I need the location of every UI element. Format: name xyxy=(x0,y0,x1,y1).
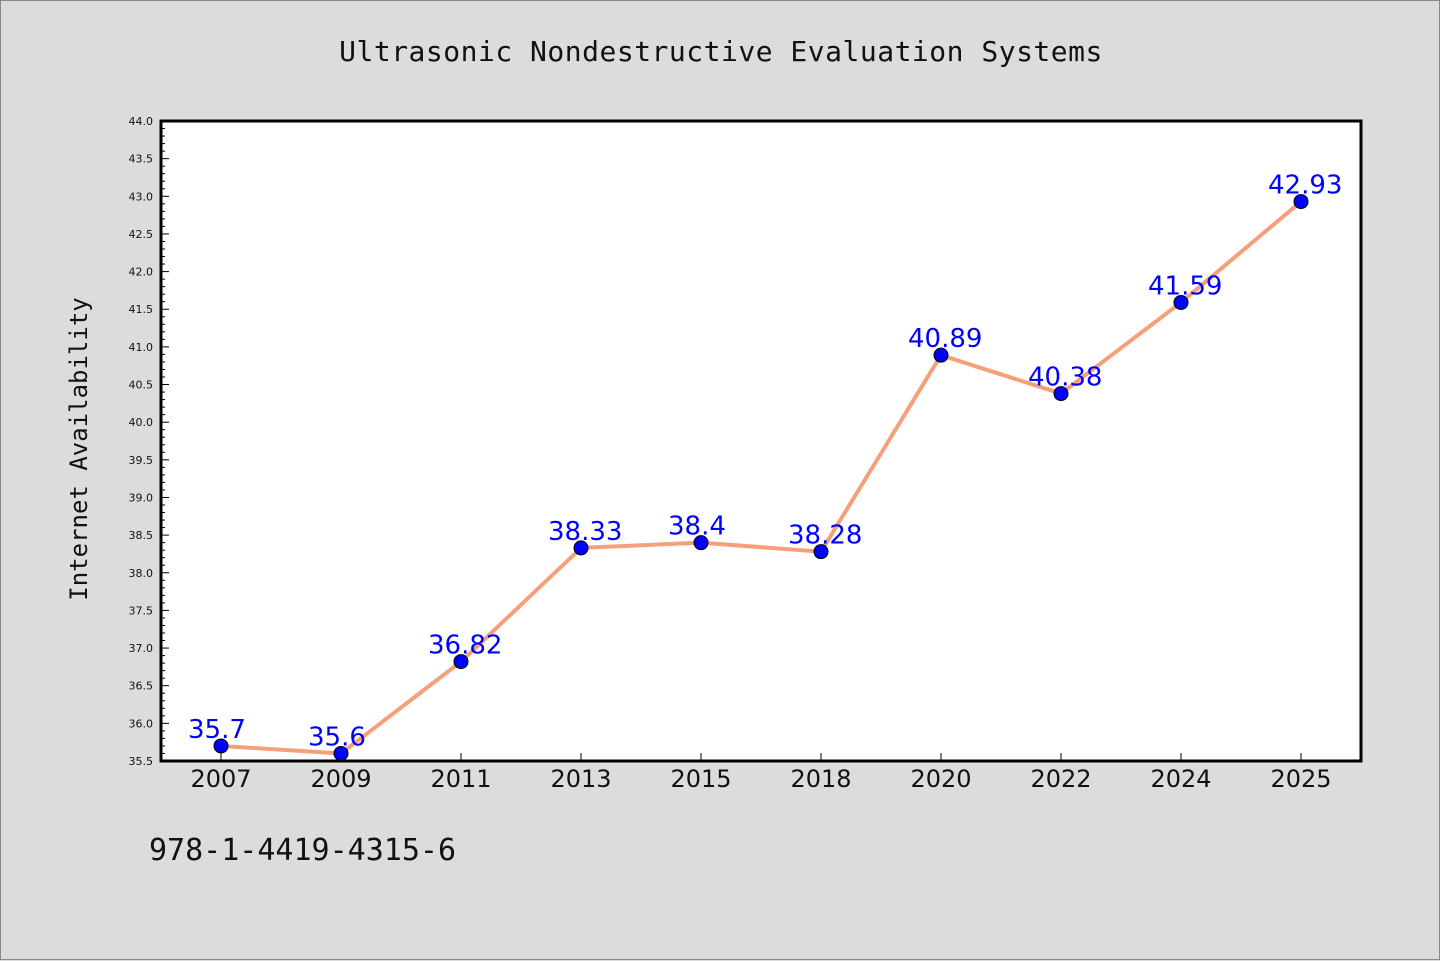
y-tick-label: 41.0 xyxy=(129,341,154,354)
y-tick-label: 37.5 xyxy=(129,604,154,617)
y-tick-label: 42.0 xyxy=(129,266,154,279)
y-tick-label: 41.5 xyxy=(129,303,154,316)
x-tick-label: 2009 xyxy=(310,765,371,793)
plot-area xyxy=(159,119,1363,763)
data-point xyxy=(813,544,829,560)
y-tick-label: 37.0 xyxy=(129,642,154,655)
data-labels-group: 35.7 35.6 36.82 38.33 38.4 38.28 40.89 40.38 41.… xyxy=(188,171,1342,753)
x-tick-label: 2025 xyxy=(1270,765,1331,793)
data-point xyxy=(1293,194,1309,210)
x-tick-label: 2022 xyxy=(1030,765,1091,793)
data-label: 35.7 xyxy=(188,715,246,745)
y-tick-label: 44.0 xyxy=(129,115,154,128)
y-axis-label: Internet Availability xyxy=(65,297,93,600)
data-label: 38.33 xyxy=(548,517,622,547)
x-axis-ticks: 2007 2009 2011 2013 2015 2018 2020 2022 2024 2025 xyxy=(190,753,1332,793)
y-tick-label: 38.5 xyxy=(129,529,154,542)
y-tick-label: 43.5 xyxy=(129,153,154,166)
y-tick-label: 40.5 xyxy=(129,379,154,392)
isbn-text: 978-1-4419-4315-6 xyxy=(149,833,457,868)
data-point xyxy=(453,654,469,670)
x-tick-label: 2020 xyxy=(910,765,971,793)
chart-title: Ultrasonic Nondestructive Evaluation Sys… xyxy=(339,35,1103,68)
y-tick-label: 43.0 xyxy=(129,190,154,203)
x-tick-label: 2013 xyxy=(550,765,611,793)
y-tick-label: 42.5 xyxy=(129,228,154,241)
x-tick-label: 2011 xyxy=(430,765,491,793)
data-label: 40.89 xyxy=(908,324,982,354)
data-label: 38.28 xyxy=(788,521,862,551)
data-label: 42.93 xyxy=(1268,171,1342,201)
data-point xyxy=(573,540,589,556)
x-tick-label: 2015 xyxy=(670,765,731,793)
x-tick-label: 2018 xyxy=(790,765,851,793)
data-label: 38.4 xyxy=(668,512,726,542)
y-tick-label: 39.5 xyxy=(129,454,154,467)
data-point xyxy=(333,745,349,761)
x-tick-label: 2024 xyxy=(1150,765,1211,793)
data-label: 36.82 xyxy=(428,631,502,661)
data-label: 41.59 xyxy=(1148,271,1222,301)
data-point xyxy=(693,535,709,551)
y-tick-label: 39.0 xyxy=(129,491,154,504)
y-tick-label: 35.5 xyxy=(129,755,154,768)
y-tick-label: 36.0 xyxy=(129,717,154,730)
data-point xyxy=(1173,294,1189,310)
data-point xyxy=(1053,386,1069,402)
y-tick-label: 40.0 xyxy=(129,416,154,429)
data-point xyxy=(933,347,949,363)
y-tick-label: 38.0 xyxy=(129,567,154,580)
y-axis-ticks: 35.5 36.0 36.5 37.0 37.5 38.0 38.5 39.0 39.5 40.0… xyxy=(129,115,169,768)
data-label: 40.38 xyxy=(1028,363,1102,393)
data-label: 35.6 xyxy=(308,722,366,752)
data-point xyxy=(213,738,229,754)
y-tick-label: 36.5 xyxy=(129,680,154,693)
series-line xyxy=(220,200,1303,756)
series-group xyxy=(213,194,1309,761)
x-tick-label: 2007 xyxy=(190,765,251,793)
